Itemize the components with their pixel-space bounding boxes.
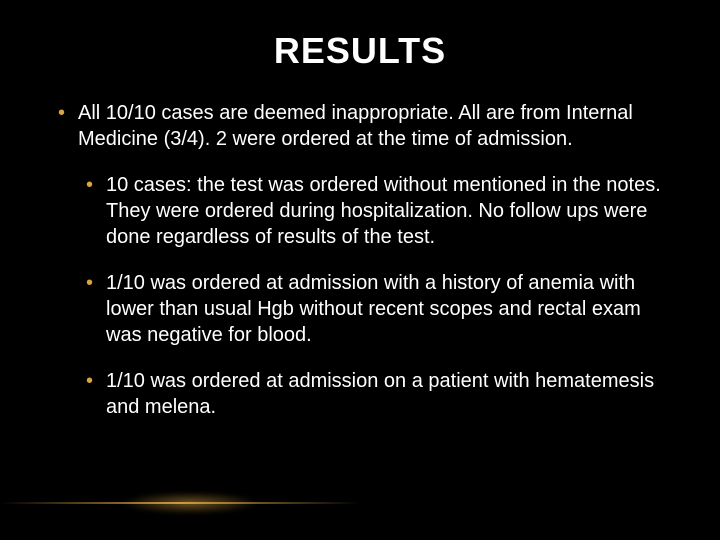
bullet-level2: 10 cases: the test was ordered without m… — [78, 172, 670, 250]
slide-container: RESULTS All 10/10 cases are deemed inapp… — [0, 0, 720, 540]
slide-title: RESULTS — [50, 30, 670, 72]
bullet-level2: 1/10 was ordered at admission with a his… — [78, 270, 670, 348]
bullet-level2: 1/10 was ordered at admission on a patie… — [78, 368, 670, 420]
bullet-level1: All 10/10 cases are deemed inappropriate… — [50, 100, 670, 152]
accent-line — [0, 502, 360, 504]
